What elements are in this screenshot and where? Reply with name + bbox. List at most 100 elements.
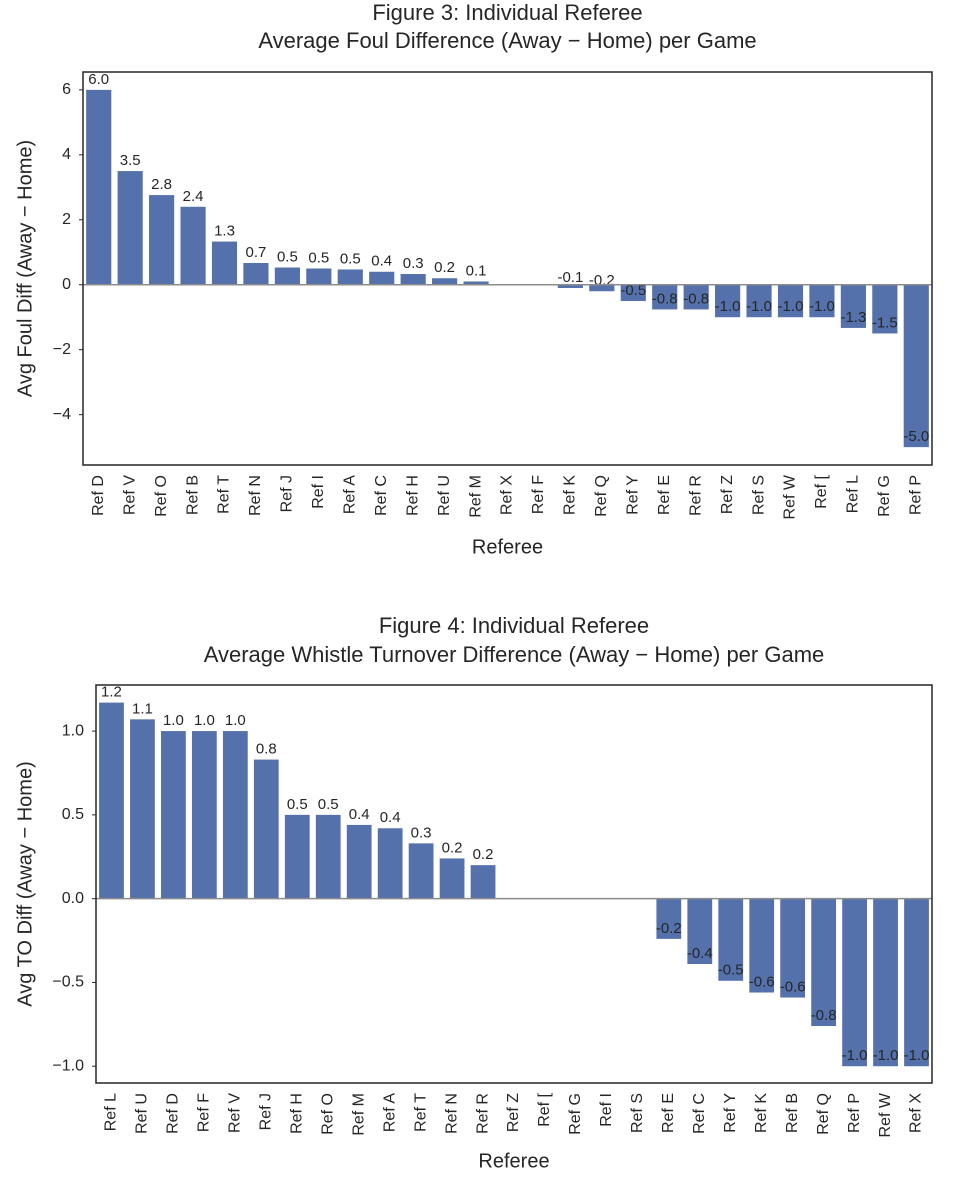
x-tick-label: Ref T [216,475,233,514]
x-tick-label: Ref X [499,475,516,515]
bar [86,89,112,285]
bar [873,898,898,1067]
x-tick-label: Ref S [750,475,767,515]
x-tick-label: Ref F [196,1093,213,1132]
x-tick-label: Ref Q [593,475,610,517]
x-tick-label: Ref A [341,475,358,514]
y-tick-label: 0.5 [62,806,84,823]
value-label: 0.2 [442,839,463,856]
x-tick-label: Ref E [660,1093,677,1133]
x-tick-label: Ref V [121,475,138,515]
value-label: 0.7 [246,244,267,261]
bar [369,271,395,285]
value-label: 0.1 [466,262,487,279]
value-label: -1.0 [715,298,741,315]
bar [315,814,341,899]
value-label: 0.3 [411,824,432,841]
bar [284,814,310,899]
value-label: 1.0 [194,712,215,729]
value-label: 0.5 [318,796,339,813]
bar [346,824,372,899]
bar [656,898,682,939]
value-label: -1.0 [746,298,772,315]
x-tick-label: Ref A [381,1093,398,1132]
x-tick-label: Ref G [876,475,893,517]
chart-subtitle: Average Whistle Turnover Difference (Awa… [204,642,825,667]
x-tick-label: Ref H [288,1093,305,1134]
x-tick-label: Ref L [845,475,862,513]
x-tick-label: Ref D [90,475,107,516]
chart-subtitle: Average Foul Difference (Away − Home) pe… [258,28,756,53]
bar [811,898,837,1027]
x-tick-label: Ref H [404,475,421,516]
value-label: -0.4 [687,945,713,962]
value-label: -0.8 [683,290,709,307]
bar [746,284,772,318]
x-tick-label: Ref Z [505,1093,522,1132]
value-label: 0.2 [473,846,494,863]
y-axis-label: Avg Foul Diff (Away − Home) [14,140,36,397]
value-label: 0.5 [308,249,329,266]
bar [718,898,744,981]
x-tick-label: Ref X [908,1093,925,1133]
value-label: 1.0 [163,712,184,729]
bar [687,898,713,965]
bar [809,284,835,318]
x-tick-label: Ref [ [813,474,830,508]
y-tick-label: 0.0 [62,890,84,907]
x-tick-label: Ref U [134,1093,151,1134]
bar [439,858,465,899]
bar [400,274,426,285]
value-label: -0.6 [780,979,806,996]
value-label: 1.3 [214,223,235,240]
value-label: 0.8 [256,741,277,758]
x-tick-label: Ref J [279,475,296,512]
value-label: 0.5 [340,250,361,267]
x-tick-label: Ref Q [815,1093,832,1135]
value-label: 3.5 [120,152,141,169]
x-tick-label: Ref N [443,1093,460,1134]
chart-title: Figure 4: Individual Referee [379,613,649,638]
bar [470,865,496,899]
bar [842,898,867,1067]
bar [306,268,332,285]
x-tick-label: Ref T [412,1093,429,1132]
value-label: 0.5 [277,248,298,265]
value-label: -5.0 [903,428,929,445]
value-label: -0.1 [557,269,583,286]
bar [222,731,248,899]
x-tick-label: Ref R [474,1093,491,1134]
bar [161,731,186,899]
x-tick-label: Ref I [310,475,327,509]
bar [117,171,143,285]
value-label: 0.3 [403,255,424,272]
bar [180,206,206,285]
bar [557,284,583,288]
y-tick-label: 6 [62,81,71,98]
x-tick-label: Ref M [467,475,484,518]
y-tick-label: 2 [62,211,71,228]
x-tick-label: Ref Y [722,1093,739,1133]
bar [589,284,615,292]
value-label: 0.4 [371,253,392,270]
x-tick-label: Ref D [165,1093,182,1134]
bar [715,284,741,318]
value-label: 0.4 [349,806,370,823]
x-tick-label: Ref K [753,1093,770,1133]
x-tick-label: Ref I [598,1093,615,1127]
value-label: -0.2 [656,920,682,937]
value-label: -1.0 [904,1047,930,1064]
x-tick-label: Ref L [103,1093,120,1131]
bar [99,702,124,899]
bar [652,284,678,310]
x-tick-label: Ref M [350,1093,367,1136]
value-label: -0.8 [811,1007,837,1024]
bar [253,759,279,899]
y-tick-label: 1.0 [62,722,84,739]
bar [872,284,898,334]
bar [377,828,403,899]
value-label: -0.5 [718,962,744,979]
chart-title: Figure 3: Individual Referee [372,0,642,25]
value-label: 0.5 [287,796,308,813]
